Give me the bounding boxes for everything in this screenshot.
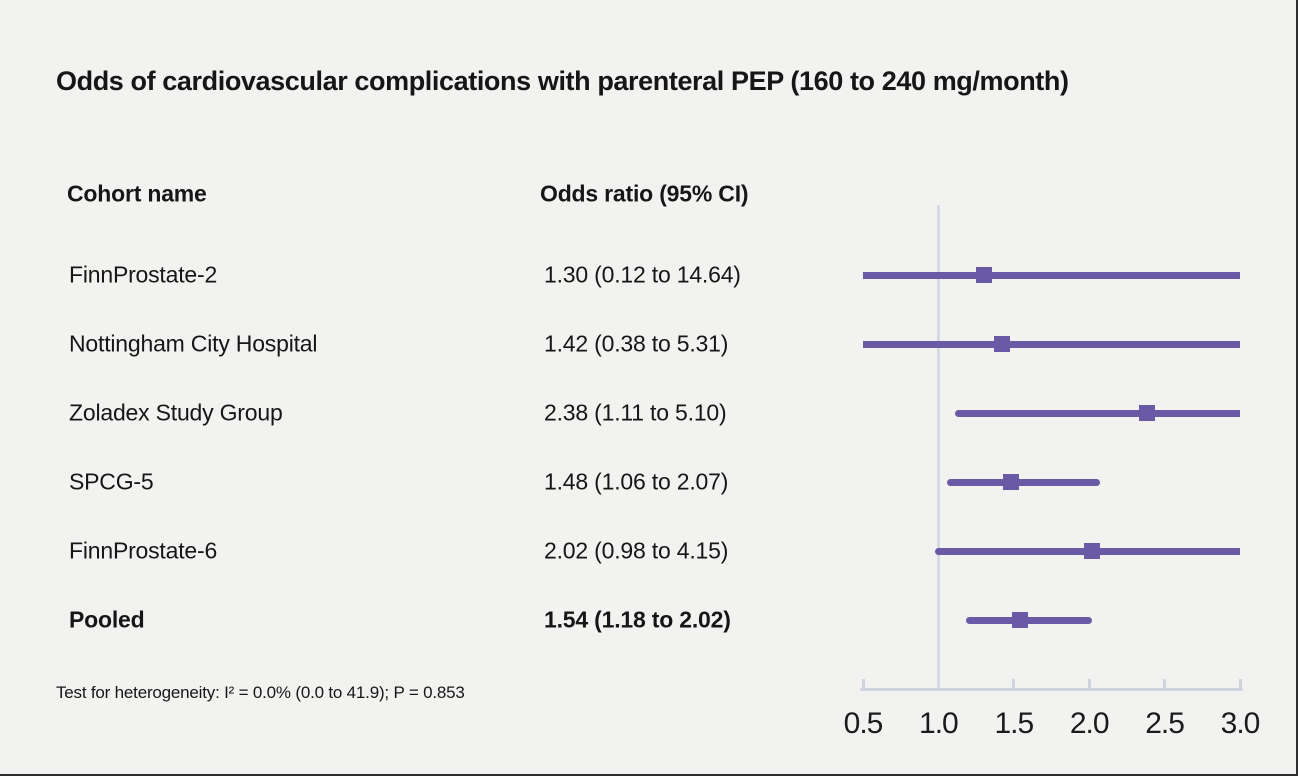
x-axis-tick: [861, 679, 865, 688]
figure-title: Odds of cardiovascular complications wit…: [56, 66, 1069, 96]
x-axis-tick-label: 2.5: [1145, 707, 1185, 740]
x-axis-tick-label: 2.0: [1069, 707, 1110, 740]
odds-ratio-value: 2.02 (0.98 to 4.15): [544, 537, 729, 564]
pooled-estimate-marker: [1011, 612, 1028, 628]
cohort-label: FinnProstate-6: [69, 537, 218, 564]
reference-line-or-1: [936, 205, 940, 688]
cohort-label: Pooled: [69, 606, 145, 633]
x-axis-line: [860, 688, 1243, 691]
cohort-label: FinnProstate-2: [69, 261, 218, 288]
point-estimate-marker: [993, 336, 1010, 352]
x-axis-tick: [1012, 679, 1016, 688]
confidence-interval-bar: [863, 271, 1240, 279]
x-axis-tick-label: 1.0: [919, 707, 959, 740]
point-estimate-marker: [1138, 405, 1155, 421]
point-estimate-marker: [975, 267, 992, 283]
x-axis-tick: [1163, 679, 1167, 688]
odds-ratio-value: 1.54 (1.18 to 2.02): [544, 606, 731, 633]
heterogeneity-note: Test for heterogeneity: I² = 0.0% (0.0 t…: [56, 683, 465, 702]
x-axis-tick-label: 0.5: [843, 707, 884, 740]
point-estimate-marker: [1084, 543, 1101, 559]
column-header-odds-ratio: Odds ratio (95% CI): [540, 180, 749, 207]
odds-ratio-value: 1.48 (1.06 to 2.07): [544, 468, 729, 495]
x-axis-tick-label: 3.0: [1220, 707, 1261, 740]
confidence-interval-bar: [965, 616, 1093, 624]
cohort-label: Nottingham City Hospital: [69, 330, 318, 357]
column-header-cohort-name: Cohort name: [67, 180, 207, 207]
cohort-label: SPCG-5: [69, 468, 154, 495]
confidence-interval-bar: [947, 478, 1100, 486]
x-axis-tick-label: 1.5: [994, 707, 1034, 740]
x-axis-tick: [1087, 679, 1091, 688]
point-estimate-marker: [1002, 474, 1019, 490]
confidence-interval-bar: [863, 340, 1240, 348]
odds-ratio-value: 1.30 (0.12 to 14.64): [544, 261, 741, 288]
cohort-label: Zoladex Study Group: [69, 399, 283, 426]
odds-ratio-value: 1.42 (0.38 to 5.31): [544, 330, 729, 357]
confidence-interval-bar: [954, 409, 1240, 417]
odds-ratio-value: 2.38 (1.11 to 5.10): [544, 399, 727, 426]
x-axis-tick: [1238, 679, 1242, 688]
